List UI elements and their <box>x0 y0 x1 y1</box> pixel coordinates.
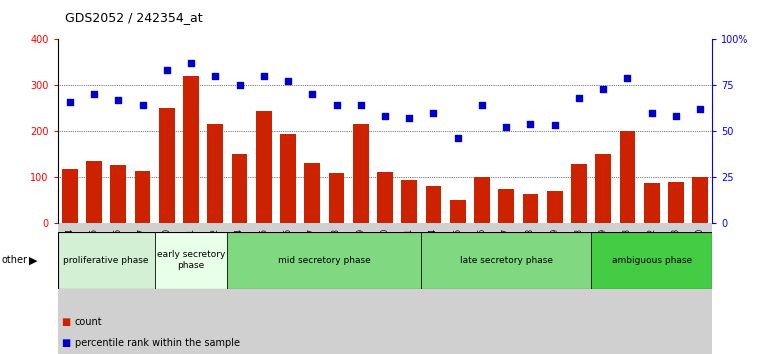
Text: mid secretory phase: mid secretory phase <box>278 256 371 265</box>
Point <box>136 102 149 108</box>
Point <box>355 102 367 108</box>
Text: percentile rank within the sample: percentile rank within the sample <box>75 338 239 348</box>
Bar <box>620 131 635 223</box>
Point <box>694 106 706 112</box>
Point <box>306 91 319 97</box>
Bar <box>450 200 466 223</box>
Bar <box>159 108 175 223</box>
Point <box>185 60 197 66</box>
Bar <box>58 232 155 289</box>
Text: ■: ■ <box>62 317 71 327</box>
Point <box>88 91 100 97</box>
Bar <box>595 154 611 223</box>
Point <box>282 79 294 84</box>
Point <box>451 136 464 141</box>
Bar <box>304 163 320 223</box>
Bar <box>58 223 712 354</box>
Bar <box>329 173 344 223</box>
Text: other: other <box>2 255 28 265</box>
Point <box>621 75 634 80</box>
Text: ■: ■ <box>62 338 71 348</box>
Text: ▶: ▶ <box>29 255 38 265</box>
Point <box>500 125 512 130</box>
Point <box>233 82 246 88</box>
Point <box>209 73 222 79</box>
Text: late secretory phase: late secretory phase <box>460 256 553 265</box>
Point <box>403 115 415 121</box>
Point <box>573 95 585 101</box>
Point <box>379 113 391 119</box>
Point <box>476 102 488 108</box>
Bar <box>498 188 514 223</box>
Bar <box>474 177 490 223</box>
Bar <box>401 180 417 223</box>
Text: proliferative phase: proliferative phase <box>63 256 149 265</box>
Bar <box>668 182 684 223</box>
Bar <box>62 169 78 223</box>
Bar <box>644 183 660 223</box>
Bar <box>207 124 223 223</box>
Point <box>112 97 125 103</box>
Bar <box>421 232 591 289</box>
Point <box>258 73 270 79</box>
Point <box>548 122 561 128</box>
Text: count: count <box>75 317 102 327</box>
Text: ambiguous phase: ambiguous phase <box>611 256 691 265</box>
Bar <box>523 194 538 223</box>
Point <box>645 110 658 115</box>
Bar <box>227 232 421 289</box>
Bar <box>692 177 708 223</box>
Point <box>330 102 343 108</box>
Bar <box>183 76 199 223</box>
Text: early secretory
phase: early secretory phase <box>157 251 226 270</box>
Bar <box>426 186 441 223</box>
Point <box>427 110 440 115</box>
Point <box>670 113 682 119</box>
Bar <box>280 134 296 223</box>
Bar <box>377 172 393 223</box>
Bar <box>256 111 272 223</box>
Bar <box>353 124 369 223</box>
Bar <box>135 171 150 223</box>
Bar <box>232 154 247 223</box>
Bar <box>591 232 712 289</box>
Bar <box>110 166 126 223</box>
Bar <box>86 161 102 223</box>
Point <box>524 121 537 126</box>
Bar <box>155 232 227 289</box>
Bar <box>571 164 587 223</box>
Text: GDS2052 / 242354_at: GDS2052 / 242354_at <box>65 11 203 24</box>
Point <box>597 86 609 91</box>
Point <box>161 67 173 73</box>
Point <box>64 99 76 104</box>
Bar <box>547 191 563 223</box>
